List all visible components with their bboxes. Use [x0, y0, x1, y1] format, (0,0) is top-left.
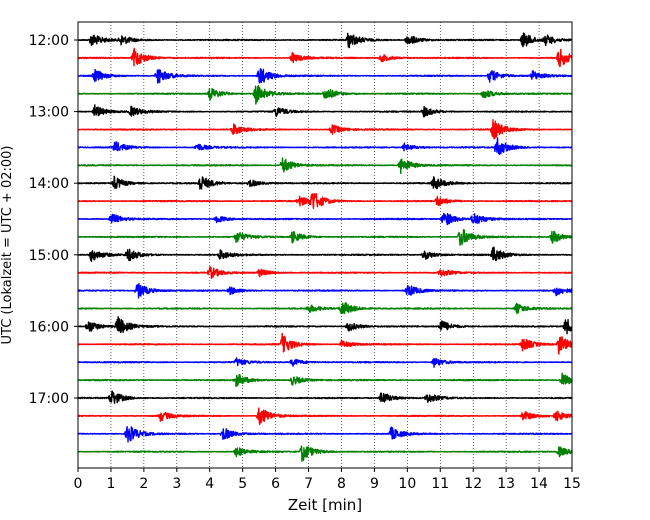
- y-tick-label: 13:00: [29, 105, 69, 121]
- x-tick-label: 11: [431, 476, 449, 492]
- trace-1545: [77, 302, 573, 315]
- trace-1700: [77, 390, 573, 404]
- trace-1615: [77, 332, 573, 355]
- x-tick-label: 13: [497, 476, 515, 492]
- trace-1600: [77, 316, 573, 335]
- x-tick-label: 0: [74, 476, 83, 492]
- trace-1300: [77, 104, 573, 118]
- trace-1730: [77, 426, 573, 443]
- trace-1315: [77, 118, 573, 140]
- x-tick-label: 2: [139, 476, 148, 492]
- trace-1200: [77, 32, 573, 49]
- trace-1415: [77, 192, 573, 210]
- trace-1630: [77, 357, 573, 368]
- trace-1215: [77, 47, 573, 67]
- trace-1400: [77, 175, 573, 190]
- x-tick-label: 8: [337, 476, 346, 492]
- y-tick-label: 14:00: [29, 176, 69, 192]
- x-tick-label: 10: [398, 476, 416, 492]
- seismic-traces: [77, 32, 573, 462]
- trace-1715: [77, 407, 573, 426]
- trace-1430: [77, 212, 573, 226]
- y-tick-label: 16:00: [29, 319, 69, 335]
- trace-1500: [77, 246, 573, 263]
- x-tick-label: 9: [370, 476, 379, 492]
- x-axis-ticks: 0 1 2 3 4 5 6 7 8 9 10 11 12 13 14 15: [74, 468, 581, 492]
- x-tick-label: 15: [563, 476, 581, 492]
- x-tick-label: 1: [106, 476, 115, 492]
- trace-1245: [77, 84, 573, 105]
- x-axis-label: Zeit [min]: [288, 496, 362, 514]
- y-tick-label: 17:00: [29, 391, 69, 407]
- x-tick-label: 6: [271, 476, 280, 492]
- x-tick-label: 5: [238, 476, 247, 492]
- x-tick-label: 3: [172, 476, 181, 492]
- y-axis-label: UTC (Lokalzeit = UTC + 02:00): [0, 146, 15, 345]
- trace-1345: [77, 157, 573, 174]
- x-tick-label: 4: [205, 476, 214, 492]
- trace-1330: [77, 137, 573, 155]
- trace-1230: [77, 68, 573, 84]
- trace-1645: [77, 372, 573, 388]
- trace-1445: [77, 228, 573, 246]
- y-axis-ticks: 12:00 13:00 14:00 15:00 16:00 17:00: [29, 33, 78, 407]
- trace-1515: [77, 265, 573, 279]
- trace-1530: [77, 283, 573, 299]
- vertical-gridlines: [110, 22, 540, 468]
- x-tick-label: 12: [464, 476, 482, 492]
- y-tick-label: 12:00: [29, 33, 69, 49]
- x-tick-label: 7: [304, 476, 313, 492]
- plot-frame: [77, 21, 573, 469]
- y-tick-label: 15:00: [29, 248, 69, 264]
- trace-1745: [77, 445, 573, 462]
- x-tick-label: 14: [530, 476, 548, 492]
